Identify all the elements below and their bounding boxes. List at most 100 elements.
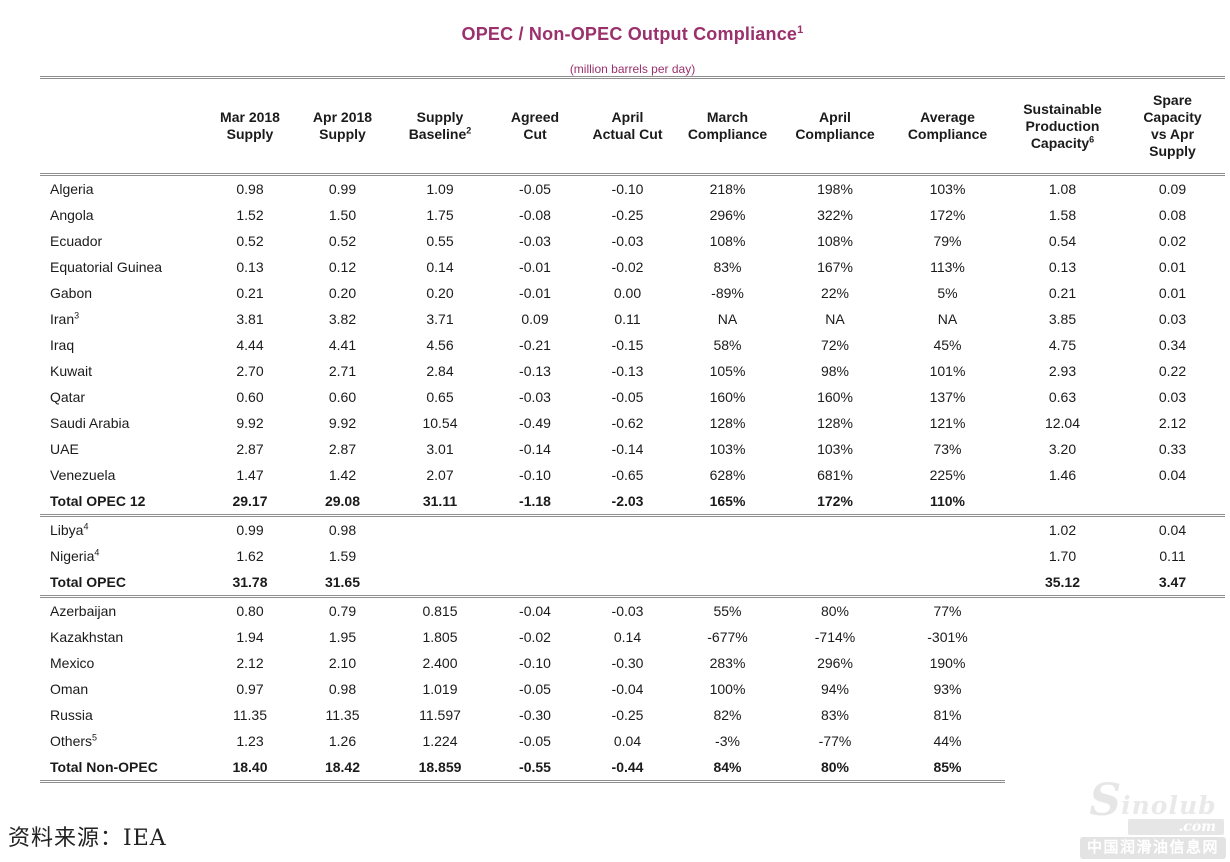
table-cell: 1.59 xyxy=(328,548,357,564)
table-row: Iraq 4.44 4.41 4.56 -0.21 -0.15 58% 72% 45% 4.75 0… xyxy=(40,332,1225,358)
row-label: Total Non-OPEC xyxy=(50,759,158,775)
table-cell: 9.92 xyxy=(236,415,264,431)
table-row: Others5 1.23 1.26 1.224 -0.05 0.04 -3% -77% 44% xyxy=(40,728,1225,754)
table-cell: 0.98 xyxy=(328,681,357,697)
row-footnote-marker: 3 xyxy=(74,310,80,321)
table-cell: 0.79 xyxy=(328,603,357,619)
table-cell xyxy=(580,517,675,543)
table-cell: 18.859 xyxy=(418,759,462,775)
table-cell: 0.08 xyxy=(1158,207,1187,223)
table-cell: 4.75 xyxy=(1048,337,1077,353)
table-cell: 72% xyxy=(820,337,850,353)
table-cell: 0.20 xyxy=(328,285,357,301)
compliance-table-body: Mar 2018 Supply Apr 2018 Supply Supply Bas… xyxy=(40,76,1225,783)
table-cell: 4.56 xyxy=(426,337,454,353)
table-cell xyxy=(490,569,580,595)
table-cell: 0.34 xyxy=(1158,337,1187,353)
table-header-row: Mar 2018 Supply Apr 2018 Supply Supply Bas… xyxy=(40,79,1225,173)
table-cell: 1.46 xyxy=(1048,467,1077,483)
row-label: Total OPEC 12 xyxy=(50,493,146,509)
table-cell: -1.18 xyxy=(519,493,551,509)
watermark-s-letter: S xyxy=(1089,775,1122,826)
table-cell: 0.54 xyxy=(1048,233,1077,249)
row-label: Kuwait xyxy=(50,363,93,379)
table-cell: -89% xyxy=(711,285,744,301)
table-cell: -0.10 xyxy=(519,655,551,671)
table-row: Gabon 0.21 0.20 0.20 -0.01 0.00 -89% 22% 5% 0.21 0… xyxy=(40,280,1225,306)
table-cell: 44% xyxy=(933,733,962,749)
table-rule xyxy=(40,76,1225,79)
row-label: Iran3 xyxy=(50,310,80,327)
table-cell: 0.99 xyxy=(328,181,357,197)
table-cell: 0.52 xyxy=(328,233,357,249)
table-cell: NA xyxy=(717,311,738,327)
table-cell: -0.03 xyxy=(611,233,644,249)
row-label: Qatar xyxy=(50,389,86,405)
table-cell xyxy=(675,543,780,569)
table-cell xyxy=(1005,650,1120,676)
watermark-name-text: inolub xyxy=(1121,791,1217,820)
table-cell xyxy=(390,517,490,543)
table-row: Venezuela 1.47 1.42 2.07 -0.10 -0.65 628% 681% 2… xyxy=(40,462,1225,488)
table-cell: 137% xyxy=(929,389,966,405)
row-footnote-marker: 4 xyxy=(94,547,100,558)
table-cell xyxy=(780,517,890,543)
table-cell: 0.14 xyxy=(613,629,642,645)
table-cell: -0.14 xyxy=(611,441,644,457)
table-cell: 0.20 xyxy=(426,285,454,301)
table-cell xyxy=(780,569,890,595)
row-label: Algeria xyxy=(50,181,94,197)
table-cell: 0.21 xyxy=(236,285,264,301)
table-cell: -2.03 xyxy=(611,493,644,509)
row-label: Azerbaijan xyxy=(50,603,117,619)
table-cell: 4.44 xyxy=(236,337,264,353)
table-row: Equatorial Guinea 0.13 0.12 0.14 -0.01 -0.02 8… xyxy=(40,254,1225,280)
table-cell: 9.92 xyxy=(328,415,357,431)
column-header: Supply Baseline2 xyxy=(408,109,472,142)
table-cell xyxy=(1120,754,1225,780)
table-cell: 2.93 xyxy=(1048,363,1077,379)
table-cell xyxy=(1005,702,1120,728)
column-header: Sustainable Production Capacity6 xyxy=(1023,100,1102,151)
table-cell: 0.04 xyxy=(1158,522,1187,538)
table-cell: 2.400 xyxy=(422,655,458,671)
table-cell: 83% xyxy=(713,259,742,275)
table-cell: 1.26 xyxy=(328,733,357,749)
table-cell: 0.63 xyxy=(1048,389,1077,405)
table-cell: 10.54 xyxy=(422,415,458,431)
table-cell: 121% xyxy=(929,415,966,431)
table-cell: 1.23 xyxy=(236,733,264,749)
table-cell: 0.65 xyxy=(426,389,454,405)
table-cell: 0.04 xyxy=(1158,467,1187,483)
table-cell: -0.03 xyxy=(611,603,644,619)
horizontal-rule xyxy=(40,595,1225,598)
table-cell: -0.05 xyxy=(611,389,644,405)
table-cell: 0.60 xyxy=(236,389,264,405)
table-cell: -0.01 xyxy=(519,285,551,301)
table-cell xyxy=(780,543,890,569)
horizontal-rule xyxy=(40,514,1225,517)
table-cell: 18.40 xyxy=(232,759,268,775)
table-cell xyxy=(1005,488,1120,514)
table-cell: -0.25 xyxy=(611,707,644,723)
table-cell: 29.17 xyxy=(232,493,268,509)
table-cell: 172% xyxy=(929,207,966,223)
table-cell: 1.95 xyxy=(328,629,357,645)
table-cell: 110% xyxy=(929,493,966,509)
table-cell: -0.30 xyxy=(519,707,551,723)
page-title: OPEC / Non-OPEC Output Compliance1 xyxy=(40,24,1225,45)
table-cell: -77% xyxy=(818,733,852,749)
table-row: Azerbaijan 0.80 0.79 0.815 -0.04 -0.03 55% 80% 7… xyxy=(40,598,1225,624)
table-cell: 11.35 xyxy=(325,707,360,723)
row-label: Russia xyxy=(50,707,93,723)
table-cell: 0.02 xyxy=(1158,233,1187,249)
row-label: Total OPEC xyxy=(50,574,126,590)
table-cell: 108% xyxy=(709,233,746,249)
table-cell: -0.62 xyxy=(611,415,644,431)
table-cell xyxy=(675,517,780,543)
table-row: Saudi Arabia 9.92 9.92 10.54 -0.49 -0.62 128% 1… xyxy=(40,410,1225,436)
table-cell: 1.70 xyxy=(1048,548,1077,564)
table-cell: 0.13 xyxy=(236,259,264,275)
table-cell: 2.07 xyxy=(426,467,454,483)
